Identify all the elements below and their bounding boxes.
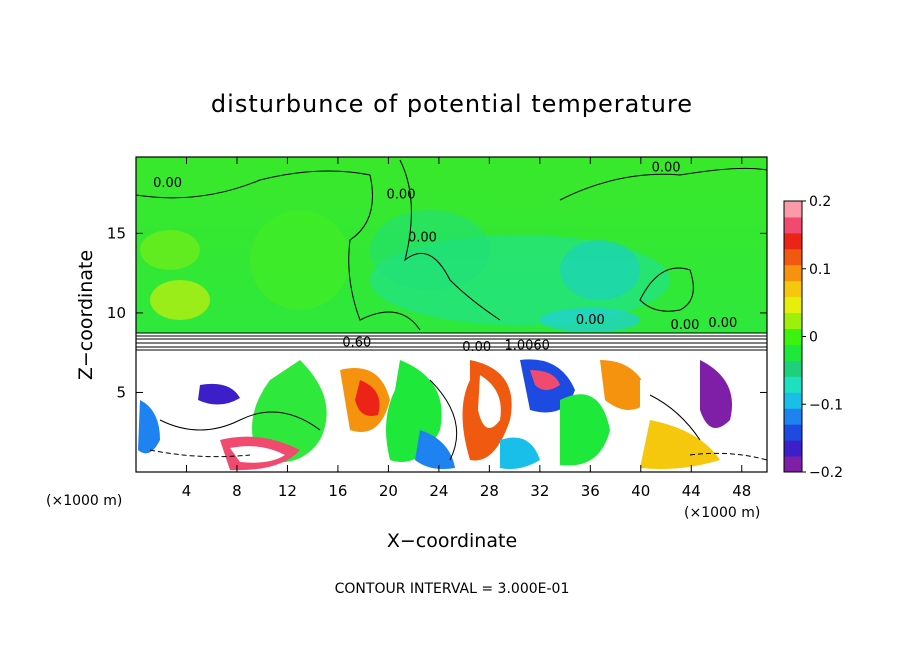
colorbar-tick-label: 0.1	[809, 262, 831, 278]
x-tick-label: 20	[379, 482, 398, 500]
cell	[600, 360, 650, 410]
cell	[230, 446, 285, 463]
colorbar-tick-label: 0.2	[809, 194, 831, 210]
contour-label: 0.00	[708, 316, 737, 331]
cell	[530, 370, 560, 390]
contour-label: 1.0060	[504, 339, 550, 354]
contour-label: 0.00	[387, 187, 416, 202]
colorbar: 0.2 0.1 0 −0.1 −0.2	[783, 194, 843, 481]
contour-label: 0.00	[153, 176, 182, 191]
x-axis: 4 8 12 16 20 24 28 32 36 40 44 48	[182, 157, 751, 500]
contour-interval-note: CONTOUR INTERVAL = 3.000E-01	[335, 581, 570, 597]
cell	[560, 394, 610, 466]
colorbar-swatch	[784, 424, 802, 441]
contour-label: 0.60	[342, 335, 371, 350]
x-tick-label: 4	[182, 482, 192, 500]
colorbar-swatch	[784, 264, 802, 282]
contour-label: 0.00	[576, 313, 605, 328]
colorbar-swatch	[784, 296, 802, 314]
cell	[415, 430, 455, 469]
cell	[740, 428, 767, 472]
cell	[355, 380, 380, 416]
cell	[252, 360, 327, 463]
cell	[640, 420, 720, 469]
colorbar-swatch	[784, 312, 802, 330]
y-axis: 5 10 15	[107, 224, 767, 401]
plume-patch	[140, 230, 200, 270]
cell	[198, 383, 240, 405]
colorbar-swatch	[784, 216, 802, 234]
colorbar-swatch	[784, 232, 802, 250]
contour-label: 0.00	[462, 340, 491, 355]
colorbar-tick-label: 0	[809, 330, 818, 346]
x-tick-label: 16	[328, 482, 347, 500]
contour-labels: 0.00 0.00 0.00 0.00 0.00 0.60 0.00 1.0060 0.00 0.…	[153, 160, 737, 355]
plot-frame	[135, 156, 768, 473]
plume-patch	[150, 280, 210, 320]
plume-patch	[250, 210, 350, 310]
cell	[700, 360, 732, 428]
plume-patch	[370, 210, 490, 290]
x-tick-label: 24	[429, 482, 448, 500]
y-tick-label: 10	[107, 304, 126, 322]
x-unit-right: (×1000 m)	[684, 505, 760, 521]
colorbar-swatch	[784, 280, 802, 298]
x-tick-label: 12	[278, 482, 297, 500]
contour-label: 0.00	[670, 318, 699, 333]
colorbar-swatch	[784, 328, 802, 345]
heatmap-field	[136, 157, 767, 472]
x-unit-left: (×1000 m)	[46, 493, 122, 509]
y-tick-label: 15	[107, 224, 126, 242]
plume-patch	[540, 308, 640, 332]
cell	[478, 375, 501, 428]
colorbar-swatch	[784, 408, 802, 425]
colorbar-swatch	[784, 344, 802, 361]
x-tick-label: 48	[732, 482, 751, 500]
colorbar-swatch	[784, 392, 802, 409]
y-tick-label: 5	[116, 383, 126, 401]
x-tick-label: 28	[480, 482, 499, 500]
cell	[500, 437, 540, 469]
colorbar-tick-label: −0.2	[809, 465, 843, 481]
colorbar-swatch	[784, 456, 802, 473]
colorbar-swatch	[784, 201, 802, 218]
colorbar-swatch	[784, 376, 802, 393]
cell	[138, 400, 160, 454]
chart-title: disturbunce of potential temperature	[211, 90, 693, 118]
x-axis-label: X−coordinate	[387, 530, 517, 552]
contour-label: 0.00	[652, 160, 681, 175]
x-tick-label: 32	[530, 482, 549, 500]
x-tick-label: 44	[682, 482, 701, 500]
x-tick-label: 40	[631, 482, 650, 500]
colorbar-swatch	[784, 360, 802, 377]
x-tick-label: 36	[581, 482, 600, 500]
x-tick-label: 8	[232, 482, 242, 500]
colorbar-swatch	[784, 248, 802, 266]
y-axis-label: Z−coordinate	[75, 250, 97, 380]
colorbar-swatch	[784, 440, 802, 457]
plume-patch	[560, 240, 640, 300]
contour-label: 0.00	[408, 230, 437, 245]
colorbar-tick-label: −0.1	[809, 397, 843, 413]
